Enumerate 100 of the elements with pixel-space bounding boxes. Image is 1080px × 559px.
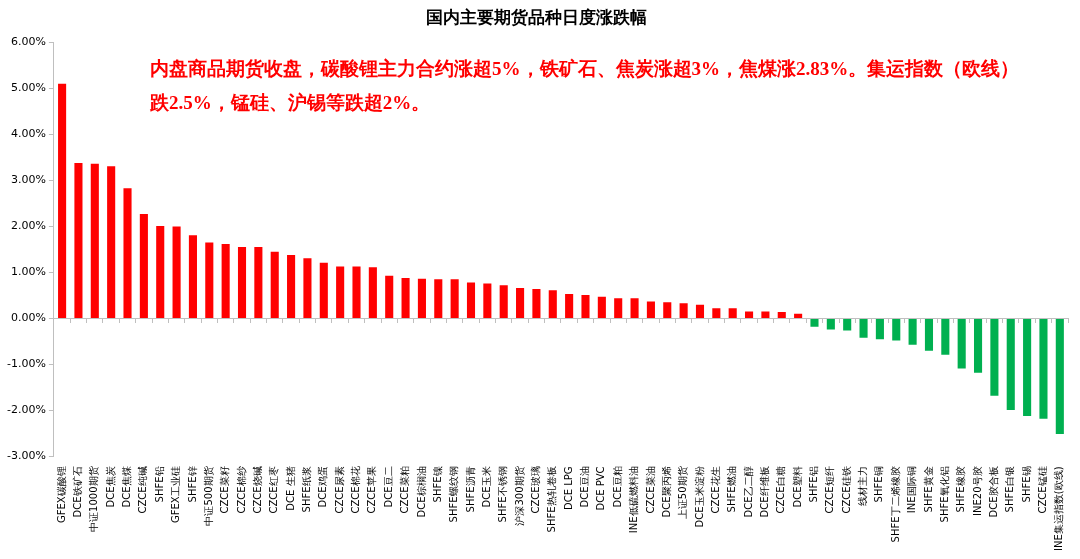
x-tick-label: SHFE锡 [1020, 466, 1032, 503]
bar [957, 318, 966, 369]
x-tick-label: SHFE黄金 [922, 466, 934, 513]
bar [712, 308, 721, 318]
bar [843, 318, 852, 331]
x-tick-label: DCE铁矿石 [72, 466, 84, 518]
x-tick-label: SHFE橡胶 [955, 466, 967, 513]
chart-title: 国内主要期货品种日度涨跌幅 [425, 6, 647, 27]
bar [139, 214, 148, 318]
bar [336, 266, 345, 318]
x-tick-label: INE集运指数(欧线) [1053, 466, 1065, 552]
x-tick-label: CZCE烧碱 [251, 466, 263, 514]
x-tick-label: SHFE铝 [808, 466, 820, 503]
bar [663, 302, 672, 318]
bar [630, 298, 639, 318]
x-tick-label: CZCE花生 [709, 466, 721, 514]
x-tick-label: CZCE白糖 [775, 466, 787, 514]
y-tick-label: 0.00% [10, 311, 46, 325]
bar [205, 242, 214, 318]
bar [385, 275, 394, 318]
bar [810, 318, 819, 327]
bar [1039, 318, 1048, 419]
bar [548, 290, 557, 318]
x-tick-label: DCE胶合板 [987, 466, 999, 518]
bar [761, 311, 770, 318]
bar [1006, 318, 1015, 410]
bar [1023, 318, 1032, 416]
x-tick-label: DCE棕榈油 [415, 466, 427, 518]
x-tick-label: CZCE玻璃 [530, 466, 542, 514]
x-tick-label: 上证50期货 [677, 466, 689, 520]
bar [319, 262, 328, 318]
x-tick-label: SHFE氧化铝 [938, 466, 950, 523]
bar [107, 166, 116, 318]
x-tick-label: CZCE尿素 [333, 466, 345, 514]
x-tick-label: SHFE铜 [873, 466, 885, 503]
y-tick-label: 3.00% [10, 173, 46, 187]
x-tick-label: SHFE锌 [186, 466, 198, 503]
bar [237, 247, 247, 318]
bar [123, 188, 132, 318]
x-tick-label: DCE聚丙烯 [660, 466, 672, 518]
annotation: 内盘商品期货收盘，碳酸锂主力合约涨超5%，铁矿石、焦炭涨超3%，焦煤涨2.83%。集运指数（欧线）跌2.5%，锰硅、沪锡等跌超2%。 [150, 57, 1020, 115]
x-tick-label: DCE豆油 [579, 466, 591, 508]
bar [499, 285, 508, 318]
x-tick-label: DCE豆粕 [611, 466, 623, 508]
bar [483, 283, 492, 318]
bar [646, 301, 655, 318]
bar [466, 282, 476, 318]
x-tick-label: SHFE热轧卷板 [546, 466, 558, 533]
x-tick-label: 中证1000期货 [88, 466, 100, 532]
bar [794, 313, 803, 318]
bar [156, 225, 165, 318]
bar [434, 279, 443, 318]
x-tick-label: DCE乙二醇 [742, 466, 754, 518]
bar [565, 294, 574, 318]
bar [581, 294, 590, 318]
x-tick-label: DCE PVC [595, 466, 607, 511]
bar [254, 247, 263, 318]
bar [417, 278, 426, 318]
bar [826, 318, 835, 330]
x-tick-label: CZCE纯碱 [137, 466, 149, 514]
bar [74, 162, 83, 318]
bar [90, 163, 99, 318]
bar [941, 318, 950, 355]
bar [892, 318, 901, 341]
x-tick-label: DCE焦煤 [121, 466, 133, 508]
bar [172, 226, 181, 318]
y-tick-label: 1.00% [10, 265, 46, 279]
bar [1055, 318, 1064, 434]
bar [777, 311, 786, 318]
y-tick-label: 4.00% [10, 127, 46, 141]
x-tick-label: CZCE菜粕 [399, 466, 411, 514]
bar [614, 298, 623, 318]
bar [875, 318, 884, 340]
x-tick-label: DCE 生猪 [284, 466, 296, 511]
y-tick-label: 2.00% [10, 219, 46, 233]
bar [679, 303, 688, 318]
bar [270, 251, 279, 318]
bar [990, 318, 999, 396]
y-tick-label: -1.00% [6, 357, 46, 371]
x-tick-label: 线材主力 [857, 466, 869, 507]
x-tick-label: CZCE棉花 [350, 466, 362, 514]
bar [58, 83, 67, 318]
bar [352, 266, 361, 318]
x-tick-label: INE国际铜 [906, 466, 918, 514]
bar [859, 318, 868, 338]
x-tick-label: GFEX工业硅 [170, 466, 182, 524]
bar [908, 318, 917, 345]
x-tick-label: DCE塑料 [791, 466, 803, 508]
x-tick-label: SHFE螺纹钢 [448, 466, 460, 523]
bar [745, 311, 754, 318]
x-tick-label: INE低硫燃料油 [628, 466, 640, 534]
x-tick-label: DCE纤维板 [759, 466, 770, 518]
bar [597, 296, 606, 318]
x-tick-label: SHFE铅 [153, 466, 165, 503]
bar [221, 243, 230, 318]
bar [368, 267, 377, 318]
x-tick-label: CZCE苹果 [366, 466, 378, 514]
x-tick-label: CZCE锰硅 [1037, 466, 1049, 514]
x-tick-label: 沪深300期货 [513, 466, 525, 526]
x-tick-label: 中证500期货 [202, 466, 214, 526]
